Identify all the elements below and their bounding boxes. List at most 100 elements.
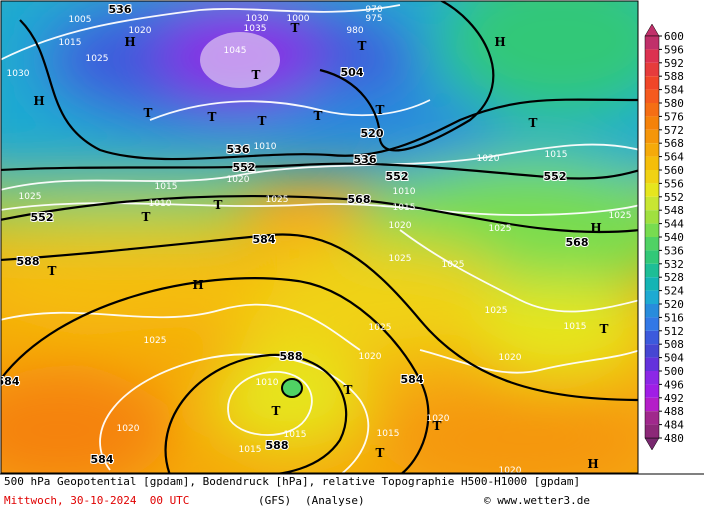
pressure-center: T (376, 103, 385, 117)
pressure-center: H (33, 94, 44, 108)
isobar-label: 1015 (393, 203, 416, 213)
isobar-label: 1015 (284, 430, 307, 440)
colorbar-label: 512 (664, 325, 684, 338)
colorbar-label: 536 (664, 244, 684, 257)
isobar-label: 1015 (239, 445, 262, 455)
isobar-label: 1025 (609, 211, 632, 221)
colorbar-swatch (645, 129, 659, 144)
height-label: 584 (253, 233, 276, 246)
height-label: 584 (91, 453, 114, 466)
colorbar-label: 484 (664, 419, 684, 432)
colorbar-label: 528 (664, 271, 684, 284)
isobar-label: 1020 (129, 26, 152, 36)
colorbar-swatch (645, 424, 659, 438)
pressure-center: H (494, 35, 505, 49)
colorbar-label: 504 (664, 352, 684, 365)
isobar-label: 1020 (499, 353, 522, 363)
isobar-label: 1025 (369, 323, 392, 333)
height-label: 552 (544, 170, 567, 183)
colorbar-swatch (645, 170, 659, 184)
colorbar-label: 580 (664, 97, 684, 110)
isobar-label: 1015 (59, 38, 82, 48)
colorbar-swatch (645, 89, 659, 103)
colorbar-swatch (645, 156, 659, 170)
isobar-label: 1015 (377, 429, 400, 439)
colorbar: 6005965925885845805765725685645605565525… (644, 23, 684, 451)
colorbar-label: 544 (664, 218, 684, 231)
colorbar-label: 508 (664, 338, 684, 351)
isobars (1, 4, 638, 473)
isobar-label: 1010 (256, 378, 279, 388)
pressure-center: T (291, 21, 300, 35)
pressure-center: T (433, 419, 442, 433)
pressure-center: T (142, 210, 151, 224)
colorbar-swatch (645, 76, 659, 90)
isobar-label: 1015 (545, 150, 568, 160)
colorbar-label: 524 (664, 285, 684, 298)
pressure-center: T (344, 383, 353, 397)
isobar-label: 1020 (477, 154, 500, 164)
pressure-center: T (48, 264, 57, 278)
isobar-label: 1020 (499, 466, 522, 476)
colorbar-swatch (645, 36, 659, 50)
height-label: 588 (280, 350, 303, 363)
footer-model: (GFS) (258, 494, 291, 507)
colorbar-label: 576 (664, 110, 684, 123)
pressure-center: T (214, 198, 223, 212)
colorbar-swatch (645, 290, 659, 304)
isobar-label: 1020 (427, 414, 450, 424)
isobar-label: 1025 (86, 54, 109, 64)
pressure-center: T (358, 39, 367, 53)
colorbar-label: 492 (664, 392, 684, 405)
map-frame (0, 0, 639, 474)
footer-copyright: © www.wetter3.de (484, 494, 590, 507)
colorbar-label: 556 (664, 177, 684, 190)
isobar-label: 1010 (393, 187, 416, 197)
height-label: 552 (31, 211, 54, 224)
isobar-label: 1015 (564, 322, 587, 332)
colorbar-frame (644, 35, 660, 439)
colorbar-swatch (645, 196, 659, 211)
height-label: 536 (227, 143, 250, 156)
colorbar-swatch (645, 357, 659, 371)
pressure-center: H (124, 35, 135, 49)
colorbar-arrow-top (644, 23, 660, 37)
pressure-center: H (590, 221, 601, 235)
height-label: 584 (401, 373, 424, 386)
isobar-label: 1025 (19, 192, 42, 202)
colorbar-label: 588 (664, 70, 684, 83)
height-label: 552 (233, 161, 256, 174)
pressure-center: T (272, 404, 281, 418)
isobar-label: 1030 (7, 69, 30, 79)
height-label: 504 (341, 66, 364, 79)
colorbar-swatch (645, 384, 659, 398)
colorbar-swatch (645, 411, 659, 425)
isobar-label: 1005 (69, 15, 92, 25)
colorbar-label: 600 (664, 30, 684, 43)
isobar-label: 975 (365, 14, 382, 24)
colorbar-swatch (645, 237, 659, 251)
height-label: 536 (354, 153, 377, 166)
pressure-center: H (192, 278, 203, 292)
height-label: 588 (266, 439, 289, 452)
isobar-label: 1025 (389, 254, 412, 264)
pressure-center: T (258, 114, 267, 128)
height-contours (1, 1, 638, 473)
isobar-label: 1020 (389, 221, 412, 231)
colorbar-swatch (645, 371, 659, 385)
colorbar-swatch (645, 143, 659, 157)
colorbar-label: 480 (664, 432, 684, 445)
isobar-label: 970 (365, 5, 382, 15)
colorbar-label: 540 (664, 231, 684, 244)
isobar-label: 1015 (155, 182, 178, 192)
colorbar-swatch (645, 263, 659, 278)
isobar-label: 1030 (246, 14, 269, 24)
height-label: 568 (348, 193, 371, 206)
colorbar-swatch (645, 62, 659, 77)
colorbar-swatch (645, 317, 659, 331)
isobar-label: 1025 (489, 224, 512, 234)
colorbar-swatch (645, 183, 659, 197)
colorbar-swatch (645, 330, 659, 345)
